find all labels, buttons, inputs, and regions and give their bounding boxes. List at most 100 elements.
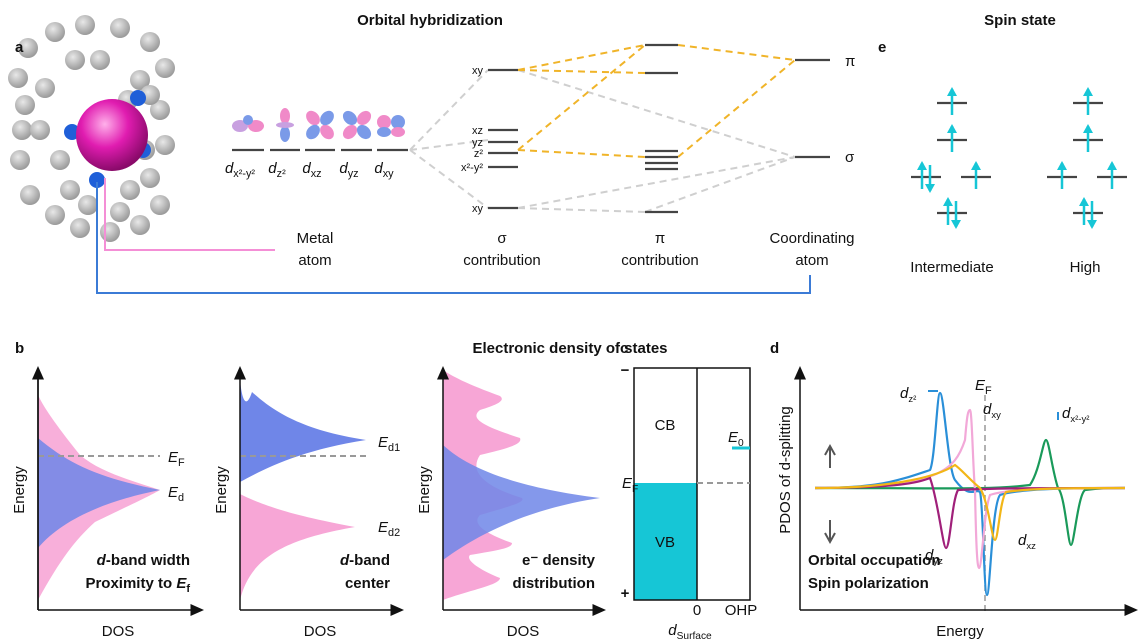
label-sub: F <box>178 457 185 469</box>
label: Spin polarization <box>808 575 929 592</box>
atom <box>150 195 170 215</box>
label-sub: d1 <box>388 442 400 454</box>
label-sub: d <box>178 492 184 504</box>
label: z² <box>474 148 484 160</box>
label: OHP <box>725 602 758 619</box>
n-atom <box>130 90 146 106</box>
atom <box>140 168 160 188</box>
atom-connector <box>97 182 810 293</box>
label: dxz <box>302 160 321 180</box>
atom <box>15 95 35 115</box>
label: contribution <box>463 252 541 269</box>
label-sub: xy <box>991 410 1001 421</box>
caption: Proximity to Ef <box>85 575 190 595</box>
label: DOS <box>102 623 135 640</box>
label-sub: xz <box>311 168 322 180</box>
band-diagram <box>634 368 750 600</box>
label-sub: z² <box>908 394 916 405</box>
label: Coordinating <box>769 230 854 247</box>
atom <box>90 50 110 70</box>
label: − <box>621 362 630 379</box>
figure: aOrbital hybridizationdx²-y²dz²dxzdyzdxy… <box>0 0 1140 641</box>
caption-part: -band width <box>106 552 190 569</box>
label-sub: 0 <box>738 438 744 449</box>
label: Ed1 <box>378 434 400 454</box>
atom <box>60 180 80 200</box>
atom <box>155 135 175 155</box>
label-sub: F <box>632 484 638 495</box>
label: dxy <box>374 160 394 180</box>
label: e <box>878 39 886 56</box>
label: dyz <box>339 160 358 180</box>
spin-head <box>1057 161 1067 170</box>
atom <box>20 185 40 205</box>
atom <box>140 32 160 52</box>
atom <box>100 222 120 242</box>
label: Ed <box>168 484 184 504</box>
spin-head <box>951 220 961 229</box>
spin-head <box>947 87 957 96</box>
label: Orbital occupation <box>808 552 941 569</box>
label: DOS <box>304 623 337 640</box>
label: DOS <box>507 623 540 640</box>
label: a <box>15 39 24 56</box>
label: Energy <box>11 466 28 514</box>
label: Energy <box>213 466 230 514</box>
label: Energy <box>416 466 433 514</box>
label: VB <box>655 534 675 551</box>
correlation-lines <box>410 45 795 212</box>
spin-head <box>925 184 935 193</box>
label: x²-y² <box>461 162 483 174</box>
label-sub: x²-y² <box>233 168 255 180</box>
label: 0 <box>693 602 701 619</box>
label-sub: d2 <box>388 527 400 539</box>
label: dx²-y² <box>225 160 255 180</box>
atom <box>30 120 50 140</box>
atom <box>75 15 95 35</box>
spin-diagrams <box>911 87 1127 229</box>
label: Intermediate <box>910 259 993 276</box>
label: π <box>845 53 855 70</box>
atom <box>65 50 85 70</box>
label: c <box>620 340 628 357</box>
label: dz² <box>268 160 286 180</box>
label: atom <box>795 252 828 269</box>
atom <box>78 195 98 215</box>
label: EF <box>168 449 185 469</box>
atom <box>35 78 55 98</box>
label: dz² <box>900 385 916 405</box>
label: High <box>1070 259 1101 276</box>
label: center <box>345 575 390 592</box>
label: xy <box>472 203 484 215</box>
label: dxz <box>1018 532 1036 552</box>
spin-head <box>943 197 953 206</box>
label: e⁻ density <box>522 552 596 569</box>
label-sub: xy <box>383 168 394 180</box>
spin-head <box>1087 220 1097 229</box>
atom <box>12 120 32 140</box>
spin-head <box>1107 161 1117 170</box>
atom <box>110 18 130 38</box>
spin-head <box>1083 124 1093 133</box>
energy-levels <box>488 45 830 212</box>
label: Orbital hybridization <box>357 12 503 29</box>
atom <box>50 150 70 170</box>
dos-plots <box>38 370 600 610</box>
label: EF <box>975 377 992 397</box>
atom <box>70 218 90 238</box>
label: dx²-y² <box>1062 405 1089 425</box>
label: xy <box>472 65 484 77</box>
label: Electronic density of states <box>472 340 667 357</box>
label-sub: yz <box>348 168 359 180</box>
atom <box>45 22 65 42</box>
label: + <box>621 585 630 602</box>
caption-part: f <box>186 583 190 595</box>
caption: d-band <box>340 552 390 569</box>
spin-head <box>947 124 957 133</box>
atom <box>10 150 30 170</box>
label-sub: Surface <box>677 631 712 641</box>
label: Ed2 <box>378 519 400 539</box>
label-sub: F <box>985 385 992 397</box>
label: d <box>770 340 779 357</box>
label: atom <box>298 252 331 269</box>
